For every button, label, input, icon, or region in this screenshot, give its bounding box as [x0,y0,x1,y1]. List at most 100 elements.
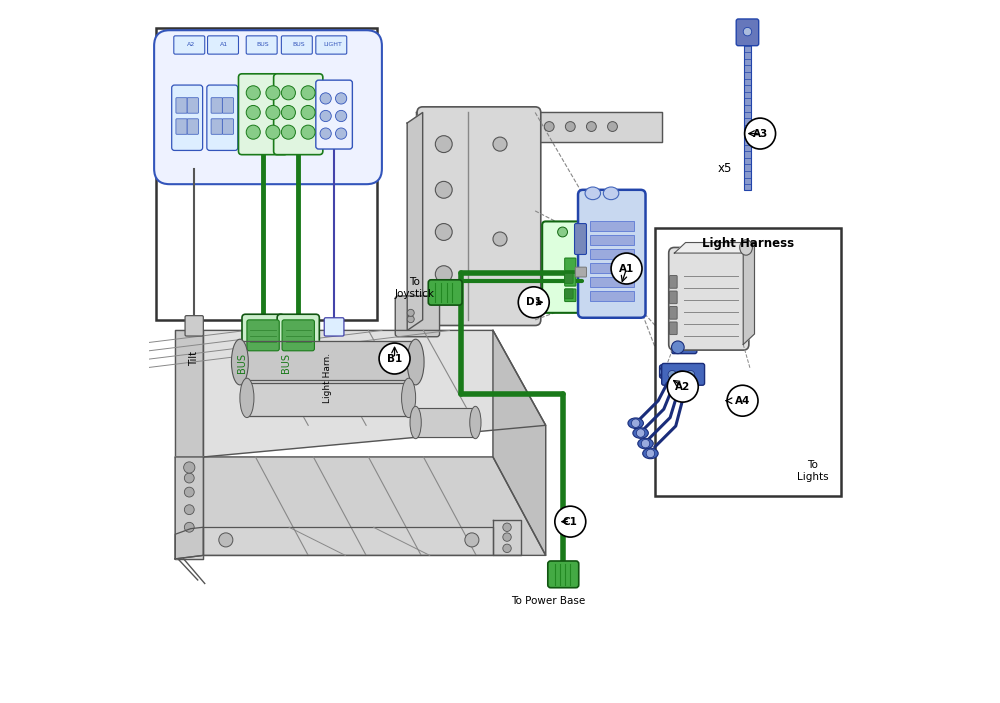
FancyBboxPatch shape [669,247,749,350]
Circle shape [743,27,752,36]
Text: To
Joystick: To Joystick [394,278,434,299]
FancyBboxPatch shape [222,98,234,113]
Text: Light Harness: Light Harness [702,237,794,250]
FancyBboxPatch shape [672,340,697,354]
Polygon shape [416,408,475,437]
FancyBboxPatch shape [208,36,238,54]
FancyBboxPatch shape [395,296,440,337]
Circle shape [435,181,452,198]
FancyBboxPatch shape [428,280,462,305]
Circle shape [184,505,194,515]
FancyBboxPatch shape [207,85,238,150]
Ellipse shape [407,339,424,385]
Circle shape [301,125,315,139]
FancyBboxPatch shape [277,314,319,355]
Circle shape [435,224,452,240]
Circle shape [281,125,295,139]
Circle shape [335,128,347,139]
Polygon shape [175,330,203,457]
Circle shape [281,86,295,100]
Ellipse shape [402,378,416,418]
FancyBboxPatch shape [281,36,312,54]
FancyBboxPatch shape [176,119,187,134]
Circle shape [219,533,233,547]
FancyBboxPatch shape [662,363,705,385]
Ellipse shape [628,418,643,428]
FancyBboxPatch shape [247,320,279,351]
Circle shape [586,122,596,131]
FancyBboxPatch shape [274,74,323,155]
Circle shape [672,341,684,354]
Circle shape [320,93,331,104]
FancyBboxPatch shape [744,21,751,190]
FancyBboxPatch shape [548,561,579,588]
Text: A3: A3 [752,129,768,138]
FancyBboxPatch shape [282,320,314,351]
FancyBboxPatch shape [211,98,222,113]
Circle shape [301,86,315,100]
Circle shape [266,105,280,120]
Polygon shape [493,330,546,555]
Circle shape [660,366,672,378]
FancyBboxPatch shape [565,273,573,283]
FancyBboxPatch shape [187,119,198,134]
FancyBboxPatch shape [565,258,576,271]
FancyBboxPatch shape [736,19,759,46]
Circle shape [379,343,410,374]
Text: BUS: BUS [281,353,291,373]
Text: Light Harn.: Light Harn. [323,353,332,403]
Circle shape [301,105,315,120]
Circle shape [611,253,642,284]
FancyBboxPatch shape [156,28,377,320]
Circle shape [667,371,698,402]
FancyBboxPatch shape [222,119,234,134]
Circle shape [407,316,414,323]
Circle shape [686,370,695,379]
Circle shape [503,533,511,541]
Circle shape [246,125,260,139]
Circle shape [518,287,549,318]
Ellipse shape [585,187,601,200]
Circle shape [335,110,347,122]
FancyBboxPatch shape [176,98,187,113]
Text: BUS: BUS [257,41,269,47]
Text: A1: A1 [619,264,634,273]
Circle shape [558,227,567,237]
FancyBboxPatch shape [575,224,586,254]
FancyBboxPatch shape [590,235,634,245]
Circle shape [503,544,511,553]
FancyBboxPatch shape [590,277,634,287]
Text: Tilt: Tilt [189,352,199,366]
Ellipse shape [470,406,481,439]
Ellipse shape [638,439,653,449]
FancyBboxPatch shape [669,276,677,288]
FancyBboxPatch shape [590,291,634,301]
Polygon shape [493,520,521,555]
Circle shape [465,533,479,547]
Ellipse shape [410,406,421,439]
Circle shape [503,523,511,531]
Circle shape [335,93,347,104]
Text: A4: A4 [735,396,750,406]
FancyBboxPatch shape [565,289,576,302]
FancyBboxPatch shape [246,36,277,54]
Text: C1: C1 [563,517,578,527]
Text: x5: x5 [718,162,732,175]
Text: A2: A2 [675,382,690,392]
Polygon shape [203,457,546,555]
Circle shape [435,266,452,283]
FancyBboxPatch shape [669,322,677,335]
Ellipse shape [603,187,619,200]
Text: D1: D1 [526,297,542,307]
FancyBboxPatch shape [324,318,344,336]
FancyBboxPatch shape [590,221,634,231]
FancyBboxPatch shape [590,263,634,273]
Circle shape [266,86,280,100]
FancyBboxPatch shape [669,291,677,304]
FancyBboxPatch shape [174,36,205,54]
Circle shape [407,309,414,316]
Ellipse shape [633,427,648,439]
FancyBboxPatch shape [590,249,634,259]
Circle shape [246,105,260,120]
Polygon shape [416,112,662,142]
